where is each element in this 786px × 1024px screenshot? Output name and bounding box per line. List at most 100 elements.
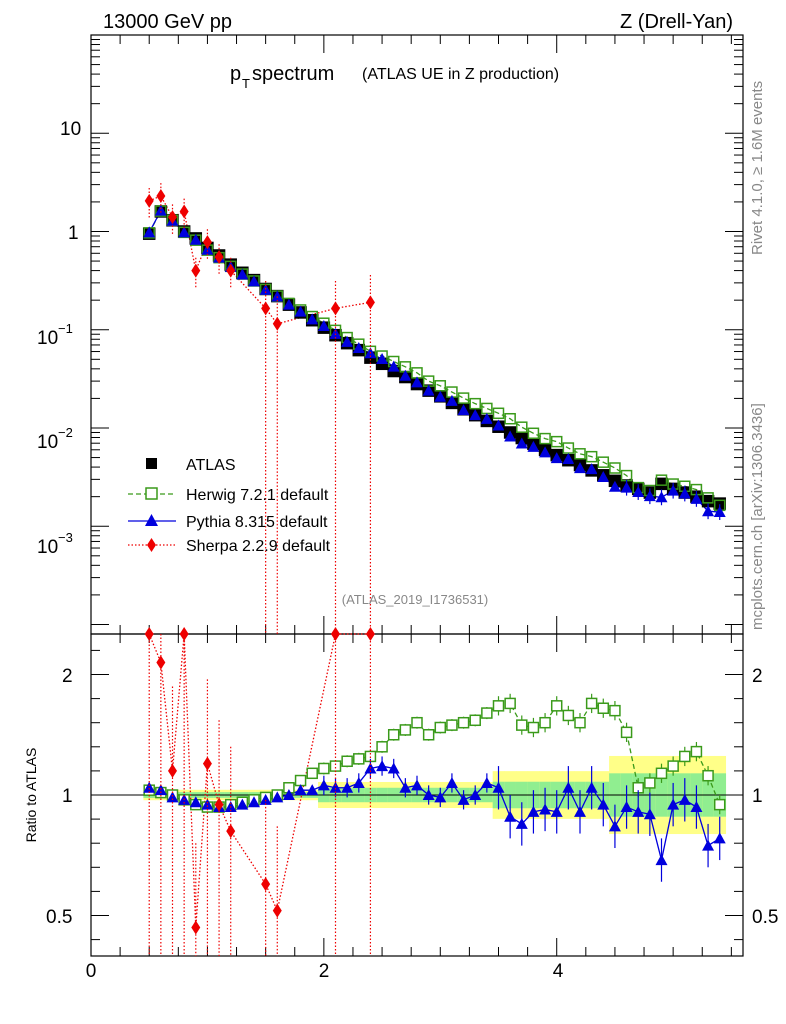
pythia-point-ratio: [166, 791, 179, 803]
pythia-point-ratio: [515, 817, 528, 829]
title-note: (ATLAS UE in Z production): [362, 66, 559, 83]
pythia-point-upper: [411, 376, 423, 388]
pythia-point-upper: [457, 404, 470, 416]
herwig-point-upper: [597, 456, 610, 468]
sherpa-point-ratio: [191, 920, 201, 935]
ratio-tick-2-right: 2: [752, 666, 763, 687]
pythia-point-upper: [574, 462, 586, 474]
pythia-point-upper: [399, 369, 412, 381]
pythia-point-upper: [492, 419, 505, 431]
title-subscript: T: [242, 76, 250, 91]
pythia-point-ratio: [143, 781, 156, 793]
sherpa-point-ratio: [331, 627, 340, 641]
pythia-point-upper: [527, 440, 540, 452]
herwig-point-ratio: [376, 741, 388, 753]
ratio-tick-1-left: 1: [62, 786, 73, 807]
analysis-id: (ATLAS_2019_I1736531): [342, 592, 488, 607]
pythia-point-ratio: [667, 798, 680, 810]
sherpa-point-upper: [168, 210, 177, 225]
herwig-point-upper: [539, 432, 551, 445]
herwig-point-upper: [655, 474, 668, 486]
herwig-point-upper: [550, 435, 563, 448]
herwig-point-upper: [469, 397, 481, 410]
pythia-point-upper: [562, 452, 575, 464]
upper-tick-1: 1: [68, 223, 79, 244]
pythia-point-ratio: [550, 805, 563, 817]
pythia-point-upper: [515, 437, 528, 449]
herwig-point-ratio: [504, 697, 516, 710]
herwig-point-ratio: [516, 719, 528, 731]
herwig-point-ratio: [539, 716, 551, 729]
pythia-point-ratio: [201, 798, 214, 810]
sherpa-point-ratio: [179, 627, 189, 641]
herwig-point-ratio: [667, 760, 679, 772]
atlas-point-upper: [655, 477, 668, 491]
sherpa-point-ratio: [272, 903, 282, 918]
pythia-point-ratio: [574, 805, 586, 817]
pythia-point-upper: [608, 480, 621, 492]
pythia-point-upper: [469, 409, 482, 421]
herwig-point-upper: [585, 450, 598, 463]
herwig-point-ratio: [469, 714, 481, 727]
herwig-point-upper: [574, 448, 586, 460]
sherpa-point-upper: [226, 263, 236, 278]
pythia-point-ratio: [620, 801, 633, 813]
sherpa-point-upper: [144, 193, 154, 208]
pythia-point-upper: [248, 275, 260, 287]
pythia-point-ratio: [306, 784, 319, 796]
x-tick-0: 0: [86, 961, 97, 982]
ratio-tick-2-left: 2: [62, 666, 73, 687]
herwig-point-ratio: [620, 726, 633, 739]
pythia-point-ratio: [469, 789, 482, 800]
pythia-point-upper: [504, 430, 517, 442]
pythia-point-upper: [341, 335, 354, 347]
sherpa-point-ratio: [365, 627, 375, 641]
sherpa-point-upper: [156, 188, 166, 203]
herwig-point-ratio: [341, 755, 353, 768]
mcplots-label: mcplots.cern.ch [arXiv:1306.3436]: [749, 403, 766, 630]
pythia-point-ratio: [154, 784, 167, 796]
sherpa-point-ratio: [226, 824, 236, 839]
upper-tick-1e-3: 10: [37, 537, 58, 558]
pythia-point-ratio: [294, 784, 307, 796]
pythia-point-ratio: [562, 781, 575, 793]
pythia-point-upper: [282, 298, 295, 310]
sherpa-point-upper: [202, 235, 212, 250]
pythia-point-ratio: [539, 803, 552, 815]
herwig-point-upper: [504, 412, 516, 425]
pythia-point-upper: [387, 360, 400, 372]
upper-tick-1e-3-exp: −3: [58, 530, 73, 545]
herwig-point-ratio: [644, 777, 656, 789]
sherpa-point-ratio: [168, 763, 177, 778]
pythia-point-ratio: [352, 776, 365, 788]
herwig-point-ratio: [446, 719, 458, 731]
herwig-point-ratio: [702, 769, 714, 782]
legend-atlas-label: ATLAS: [186, 457, 236, 474]
sherpa-point-upper: [191, 263, 201, 278]
pythia-point-upper: [352, 342, 365, 354]
pythia-point-ratio: [713, 832, 726, 844]
sherpa-point-ratio: [144, 627, 154, 641]
pythia-point-ratio: [271, 791, 284, 803]
sherpa-point-ratio: [214, 797, 224, 812]
pythia-point-upper: [539, 446, 552, 458]
herwig-point-ratio: [387, 729, 400, 741]
pythia-point-ratio: [387, 762, 400, 774]
pythia-point-upper: [317, 319, 330, 331]
pythia-point-upper: [143, 226, 156, 238]
herwig-point-ratio: [306, 767, 318, 780]
herwig-point-ratio: [550, 700, 563, 712]
herwig-point-ratio: [585, 697, 598, 710]
herwig-point-ratio: [318, 762, 330, 775]
herwig-point-ratio: [457, 716, 470, 729]
pythia-point-upper: [201, 243, 214, 255]
pythia-point-ratio: [341, 781, 354, 793]
legend: ATLAS Herwig 7.2.1 default Pythia 8.315 …: [128, 457, 331, 555]
pythia-point-ratio: [445, 776, 458, 788]
pythia-point-ratio: [422, 789, 435, 800]
herwig-point-ratio: [422, 729, 435, 741]
sherpa-point-upper: [261, 301, 271, 316]
ratio-tick-1-right: 1: [752, 786, 763, 807]
sherpa-line-ratio: [148, 633, 371, 928]
